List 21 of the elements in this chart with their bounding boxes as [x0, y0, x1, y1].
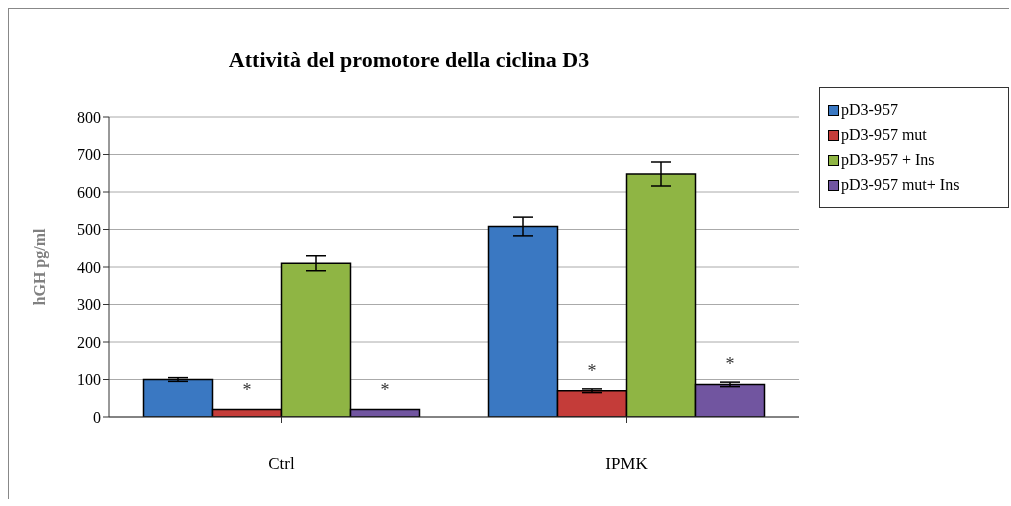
- legend-label: pD3-957 mut: [841, 126, 927, 144]
- y-tick-label: 300: [77, 296, 101, 314]
- chart-title: Attività del promotore della ciclina D3: [227, 47, 591, 74]
- y-tick-label: 600: [77, 183, 101, 201]
- y-tick-label: 400: [77, 258, 101, 276]
- data-label: *: [242, 379, 252, 400]
- y-tick-label: 800: [77, 108, 101, 126]
- y-tick-label: 200: [77, 333, 101, 351]
- legend-label: pD3-957 + Ins: [841, 151, 935, 169]
- y-tick-label: 100: [77, 371, 101, 389]
- y-tick-label: 500: [77, 221, 101, 239]
- legend-label: pD3-957: [841, 101, 898, 119]
- legend-label: pD3-957 mut+ Ins: [841, 176, 960, 194]
- data-label: *: [380, 379, 390, 400]
- x-tick-label: IPMK: [605, 454, 649, 474]
- y-tick-label: 700: [77, 146, 101, 164]
- data-label: *: [725, 354, 735, 375]
- x-tick-label: Ctrl: [268, 454, 295, 474]
- y-tick-label: 0: [93, 408, 101, 426]
- data-label: *: [587, 360, 597, 381]
- y-axis-title: hGH pg/ml: [30, 227, 49, 306]
